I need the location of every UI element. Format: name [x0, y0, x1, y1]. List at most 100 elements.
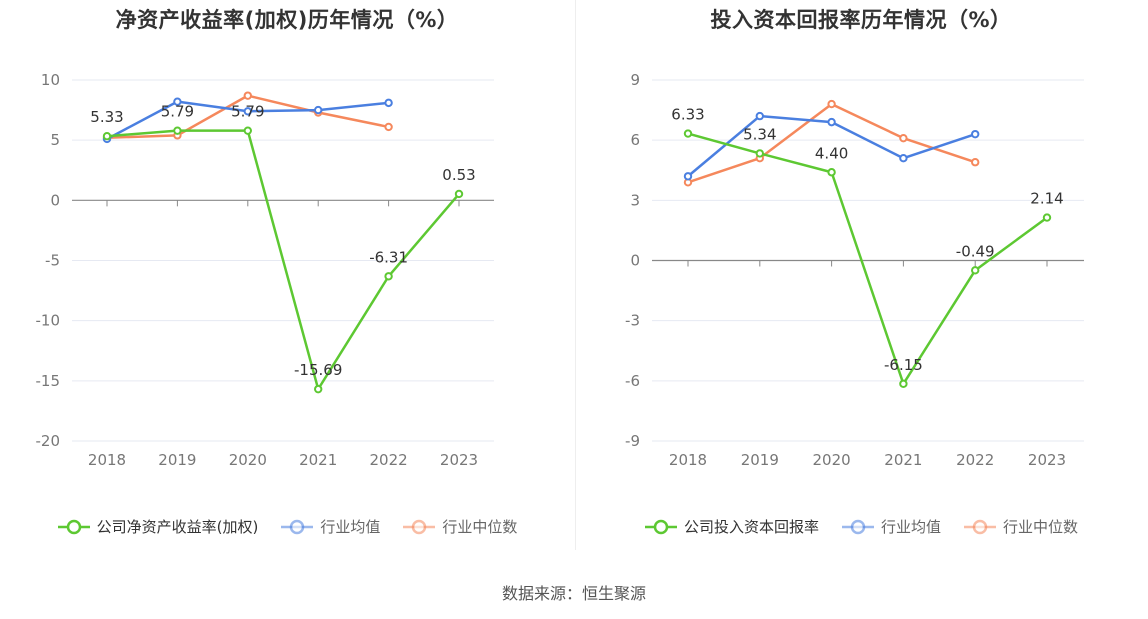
legend-circle: [972, 519, 988, 534]
y-tick-label: -10: [36, 312, 61, 330]
legend-item[interactable]: 行业均值: [841, 516, 941, 537]
legend-label: 公司投入资本回报率: [683, 518, 819, 536]
y-tick-label: -3: [625, 312, 640, 330]
legend-circle: [290, 519, 305, 534]
y-tick-label: 5: [50, 131, 60, 149]
x-tick-label: 2023: [440, 451, 478, 469]
data-point: [899, 154, 908, 163]
y-tick-label: -20: [36, 432, 61, 450]
y-tick-label: 6: [630, 131, 640, 149]
data-point: [899, 379, 908, 389]
legend-line-circle-icon: [964, 519, 996, 534]
data-label: 5.33: [90, 108, 123, 126]
data-label: -0.49: [956, 242, 995, 260]
data-label: 6.33: [671, 106, 704, 124]
y-tick-label: -15: [36, 372, 61, 390]
legend-item[interactable]: 行业均值: [280, 516, 380, 537]
data-label: 5.79: [231, 103, 264, 121]
data-point: [173, 97, 182, 106]
y-tick-label: 10: [41, 71, 60, 89]
data-label: 5.34: [743, 125, 776, 143]
chart-title: 投入资本回报率历年情况（%）: [710, 8, 1012, 32]
legend-item[interactable]: 公司投入资本回报率: [644, 516, 819, 537]
data-point: [971, 158, 980, 167]
x-tick-label: 2022: [956, 451, 994, 469]
legend-label: 行业中位数: [1003, 518, 1079, 536]
roic-line-chart: 9 6 3 0 -3 -6 -9 2018 2019 2020 2021 2022 2023 6.33 5.…: [625, 71, 1084, 469]
data-point: [971, 266, 980, 275]
data-label: -6.15: [884, 356, 923, 374]
y-tick-label: -5: [45, 252, 60, 270]
y-tick-label: 0: [50, 191, 60, 209]
x-tick-label: 2023: [1028, 451, 1066, 469]
data-point: [755, 149, 765, 158]
legend-label: 公司净资产收益率(加权): [96, 518, 259, 536]
data-label: -15.69: [294, 361, 342, 379]
legend-label: 行业中位数: [442, 518, 518, 536]
x-tick-label: 2018: [88, 451, 126, 469]
y-tick-label: 9: [630, 71, 640, 89]
legend-label: 行业均值: [880, 518, 941, 536]
x-tick-label: 2021: [299, 451, 337, 469]
y-tick-label: -9: [625, 432, 640, 450]
legend-circle: [412, 519, 427, 534]
data-point: [384, 98, 393, 108]
legend-line-circle-icon: [644, 519, 677, 534]
data-label: 4.40: [815, 144, 848, 162]
legend-line-circle-icon: [841, 519, 874, 534]
roe-line-chart: 10 5 0 -5 -10 -15 -20 2018 2019 2020 2021 2022 2023 5…: [36, 71, 494, 469]
data-label: 5.79: [161, 103, 194, 121]
y-tick-label: 0: [630, 252, 640, 270]
data-point: [827, 168, 836, 177]
legend-circle: [66, 519, 81, 534]
data-label: -6.31: [369, 248, 408, 266]
data-point: [683, 129, 693, 138]
legend-item[interactable]: 行业中位数: [402, 516, 517, 537]
chart-title: 净资产收益率(加权)历年情况（%）: [115, 8, 459, 32]
data-point: [314, 105, 323, 115]
data-point: [384, 272, 393, 281]
legend-line-circle-icon: [403, 519, 436, 534]
data-point: [899, 133, 908, 143]
data-point: [384, 122, 393, 132]
y-tick-label: 3: [630, 191, 640, 209]
x-tick-label: 2019: [158, 451, 196, 469]
data-point: [1042, 213, 1052, 222]
legend-circle: [653, 519, 669, 534]
data-point: [243, 107, 253, 116]
data-label: 2.14: [1030, 190, 1063, 208]
data-point: [102, 131, 112, 141]
legend-line-circle-icon: [281, 519, 314, 534]
legend-label: 行业均值: [320, 518, 381, 536]
y-tick-label: -6: [625, 372, 640, 390]
data-label: 0.53: [442, 166, 475, 184]
roic-chart-panel: 投入资本回报率历年情况（%） 9 6 3 0 -3 -6 -9 2018 2019 2020 202…: [574, 0, 1148, 560]
panel-divider: [575, 0, 576, 550]
data-point: [243, 126, 253, 135]
data-point: [827, 117, 836, 127]
series-line: [106, 129, 460, 391]
x-tick-label: 2018: [669, 451, 707, 469]
data-source-note: 数据来源：恒生聚源: [501, 584, 646, 603]
series-line: [687, 132, 1048, 386]
x-tick-label: 2020: [229, 451, 267, 469]
data-point: [243, 91, 253, 100]
legend-line-circle-icon: [57, 519, 90, 534]
data-point: [755, 111, 765, 121]
data-point: [683, 172, 693, 181]
legend-item[interactable]: 行业中位数: [963, 516, 1078, 537]
data-point: [454, 189, 464, 199]
roe-chart-panel: 净资产收益率(加权)历年情况（%） 10 5 0 -5 -10 -15 -20 2018 201…: [0, 0, 574, 560]
data-point: [314, 384, 323, 394]
x-tick-label: 2021: [884, 451, 922, 469]
legend-circle: [850, 519, 866, 534]
data-point: [827, 99, 836, 109]
roe-legend[interactable]: 公司净资产收益率(加权) 行业均值 行业中位数: [0, 516, 574, 537]
x-tick-label: 2022: [370, 451, 408, 469]
x-tick-label: 2019: [741, 451, 779, 469]
x-tick-label: 2020: [813, 451, 851, 469]
roic-legend[interactable]: 公司投入资本回报率 行业均值 行业中位数: [574, 516, 1148, 537]
data-point: [971, 129, 980, 139]
legend-item[interactable]: 公司净资产收益率(加权): [57, 516, 259, 537]
data-point: [173, 126, 182, 135]
